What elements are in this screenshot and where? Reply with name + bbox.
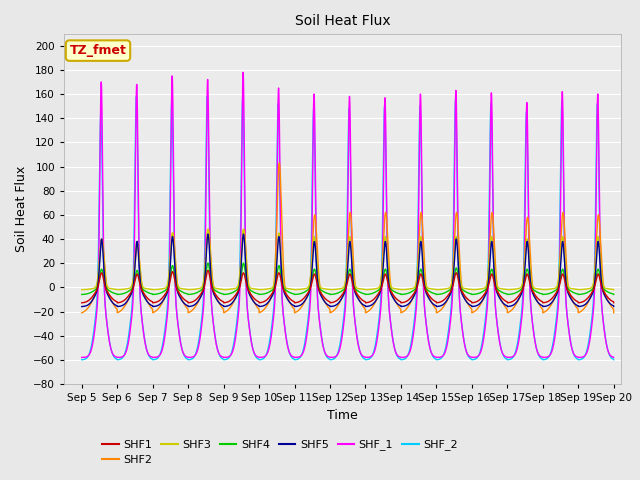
Text: TZ_fmet: TZ_fmet bbox=[70, 44, 127, 57]
Title: Soil Heat Flux: Soil Heat Flux bbox=[294, 14, 390, 28]
X-axis label: Time: Time bbox=[327, 408, 358, 421]
Y-axis label: Soil Heat Flux: Soil Heat Flux bbox=[15, 166, 28, 252]
Legend: SHF1, SHF2, SHF3, SHF4, SHF5, SHF_1, SHF_2: SHF1, SHF2, SHF3, SHF4, SHF5, SHF_1, SHF… bbox=[97, 435, 462, 469]
